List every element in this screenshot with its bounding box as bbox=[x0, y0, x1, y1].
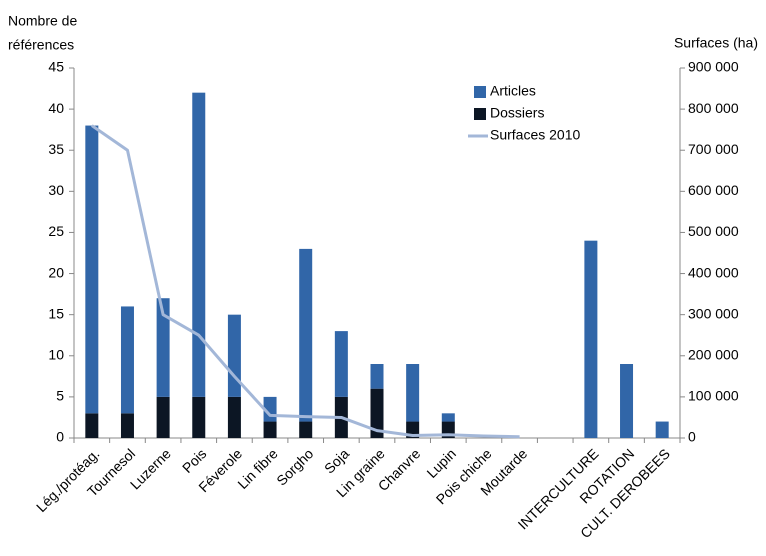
y2-tick-label: 400 000 bbox=[688, 264, 739, 280]
legend-label: Dossiers bbox=[490, 105, 544, 121]
y2-axis-title: Surfaces (ha) bbox=[674, 35, 758, 51]
bar bbox=[334, 331, 348, 397]
x-tick-label: Luzerne bbox=[127, 445, 174, 492]
y-tick-label: 30 bbox=[48, 182, 64, 198]
y2-tick-label: 900 000 bbox=[688, 59, 739, 75]
bar bbox=[370, 388, 384, 438]
legend-swatch bbox=[474, 86, 486, 98]
bar bbox=[406, 364, 420, 422]
y-tick-label: 25 bbox=[48, 223, 64, 239]
bar bbox=[120, 413, 134, 438]
x-tick-label: Sorgho bbox=[273, 445, 316, 488]
y-axis-title: références bbox=[8, 37, 74, 53]
x-tick-label: Lin fibre bbox=[234, 445, 281, 492]
y-tick-label: 35 bbox=[48, 141, 64, 157]
y2-tick-label: 200 000 bbox=[688, 346, 739, 362]
y2-tick-label: 800 000 bbox=[688, 100, 739, 116]
bar bbox=[227, 396, 241, 438]
y-tick-label: 40 bbox=[48, 100, 64, 116]
bar bbox=[655, 421, 669, 438]
y-tick-label: 10 bbox=[48, 346, 64, 362]
bar bbox=[299, 421, 313, 438]
legend-swatch bbox=[474, 108, 486, 120]
bar bbox=[299, 248, 313, 422]
bar bbox=[192, 92, 206, 397]
line bbox=[90, 124, 520, 439]
bar bbox=[156, 298, 170, 397]
bar bbox=[227, 314, 241, 397]
bar bbox=[370, 364, 384, 389]
bar bbox=[120, 306, 134, 414]
y2-tick-label: 300 000 bbox=[688, 305, 739, 321]
y-tick-label: 15 bbox=[48, 305, 64, 321]
y-tick-label: 20 bbox=[48, 264, 64, 280]
y2-tick-label: 500 000 bbox=[688, 223, 739, 239]
y-tick-label: 0 bbox=[56, 429, 64, 445]
y2-tick-label: 100 000 bbox=[688, 388, 739, 404]
y-tick-label: 5 bbox=[56, 388, 64, 404]
legend-label: Surfaces 2010 bbox=[490, 127, 580, 143]
y-axis-title: Nombre de bbox=[8, 13, 77, 29]
bar bbox=[192, 396, 206, 438]
bar bbox=[85, 125, 99, 414]
y2-tick-label: 700 000 bbox=[688, 141, 739, 157]
bar bbox=[263, 421, 277, 438]
bar bbox=[156, 396, 170, 438]
x-tick-label: Pois bbox=[179, 445, 210, 476]
bar bbox=[584, 240, 598, 438]
bar bbox=[620, 364, 634, 438]
y2-tick-label: 0 bbox=[688, 429, 696, 445]
bar bbox=[441, 413, 455, 422]
y2-tick-label: 600 000 bbox=[688, 182, 739, 198]
bar bbox=[85, 413, 99, 438]
x-tick-label: Soja bbox=[321, 445, 352, 476]
legend-label: Articles bbox=[490, 83, 536, 99]
y-tick-label: 45 bbox=[48, 59, 64, 75]
